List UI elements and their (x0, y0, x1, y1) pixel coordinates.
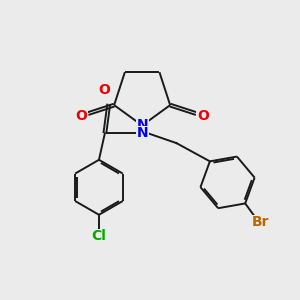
Text: O: O (197, 109, 209, 123)
Text: O: O (76, 109, 87, 123)
Text: Br: Br (252, 215, 270, 229)
Text: N: N (136, 118, 148, 133)
Text: O: O (98, 83, 110, 97)
Text: Cl: Cl (92, 230, 106, 243)
Text: N: N (136, 126, 148, 140)
